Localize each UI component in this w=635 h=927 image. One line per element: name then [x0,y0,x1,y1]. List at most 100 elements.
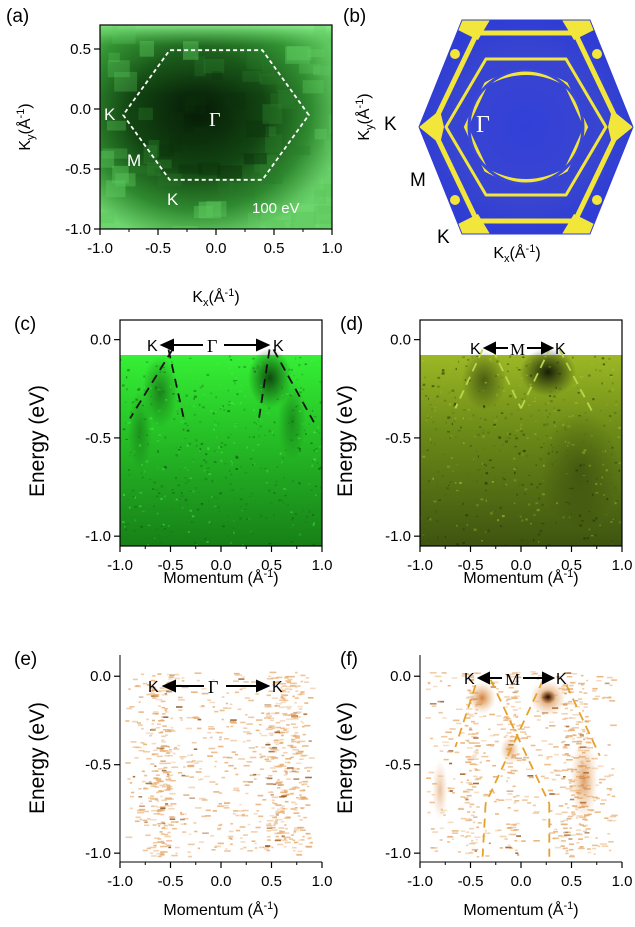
panel-f-speckle [562,746,568,748]
panel-e-speckle [283,714,286,717]
panel-c-noise [239,498,243,501]
panel-e-speckle [157,809,164,811]
panel-e-speckle [248,716,255,719]
panel-d-noise [562,516,565,519]
panel-d-noise [578,514,581,517]
panel-c-noise [150,403,153,406]
panel-e-speckle [158,720,165,722]
panel-d-noise [504,416,507,420]
panel-d-noise [610,453,614,456]
panel-e-speckle [180,823,187,825]
panel-d-noise [578,415,581,417]
panel-f-speckle [499,835,507,838]
panel-f-speckle [476,856,480,858]
panel-e-speckle [254,842,257,845]
panel-e-speckle [255,803,262,806]
panel-e-speckle [290,723,296,725]
panel-f-speckle [566,688,574,690]
panel-c-noise [123,493,126,496]
panel-e-speckle [188,855,192,858]
panel-d-noise [552,395,556,398]
panel-f-speckle [515,794,520,797]
panel-e-speckle [168,676,174,678]
panel-d-noise [582,451,586,454]
panel-c-noise [255,423,257,425]
panel-e-speckle [158,790,162,792]
panel-e-speckle [168,824,174,827]
panel-c-noise [184,467,187,469]
panel-c-noise [163,371,166,373]
panel-c-noise [260,514,262,518]
panel-f-speckle [452,778,456,780]
panel-d-noise [572,356,574,359]
panel-e-speckle [146,684,152,686]
panel-e-speckle [169,730,176,732]
panel-e-speckle [266,694,271,697]
panel-e-speckle [292,753,298,755]
panel-e-speckle [157,841,162,843]
panel-d-noise [499,506,502,509]
panel-e-speckle [150,785,154,787]
panel-a-texture [107,60,130,78]
panel-f-speckle [608,744,611,746]
panel-e-speckle [201,705,205,707]
panel-d-noise [578,533,582,535]
panel-e-speckle [280,701,286,704]
panel-c-noise [227,389,229,392]
panel-f-speckle [474,768,478,770]
panel-e-speckle [211,849,216,851]
panel-e-speckle [162,750,169,752]
panel-d-noise [542,479,545,481]
panel-f-speckle [569,854,575,857]
panel-e-speckle [277,808,281,811]
panel-e-speckle [202,832,209,834]
panel-e-speckle [280,734,284,737]
panel-e-speckle [175,852,178,855]
panel-c-noise [172,393,175,395]
panel-e-ytick-label: 0.0 [90,668,111,685]
panel-c-noise [146,443,149,446]
panel-d-noise [449,481,452,483]
panel-e-speckle [164,833,169,836]
panel-f-speckle [464,818,472,820]
panel-d-noise [516,493,518,496]
panel-e-speckle [213,846,217,848]
panel-d-noise [566,449,569,452]
panel-e-speckle [264,704,272,706]
panel-e-speckle [302,780,309,783]
panel-f-speckle [471,786,477,788]
panel-d-noise [559,470,562,473]
panel-e-speckle [154,837,160,839]
panel-f-speckle [575,833,581,835]
panel-e-speckle [174,746,177,749]
panel-a-texture [314,183,332,197]
panel-d-noise [489,358,492,361]
panel-d-noise [535,502,539,504]
panel-e-speckle [224,738,230,740]
panel-d-noise [455,436,457,438]
panel-d-noise [512,389,515,392]
panel-e-speckle [238,678,245,680]
panel-c-noise [214,420,217,422]
panel-e-speckle [258,820,262,823]
panel-f-speckle [494,740,499,743]
panel-e-speckle [260,755,266,758]
panel-a-texture [198,162,221,176]
panel-a-texture [130,165,155,174]
panel-c-noise [297,389,301,392]
panel-f-speckle [554,793,560,795]
panel-e-speckle [164,843,167,845]
panel-d-noise [487,431,490,434]
panel-f-speckle [579,846,584,848]
panel-d-noise [543,464,545,467]
panel-e-speckle [160,827,168,830]
panel-f-speckle [592,687,598,690]
panel-c-noise [246,518,248,520]
panel-f-speckle [454,751,460,754]
panel-c-noise [163,495,167,498]
panel-f-speckle [562,747,568,749]
panel-e-speckle [177,744,181,747]
panel-d-noise [553,421,556,424]
panel-f-speckle [507,807,511,809]
panel-e-speckle [174,846,180,849]
